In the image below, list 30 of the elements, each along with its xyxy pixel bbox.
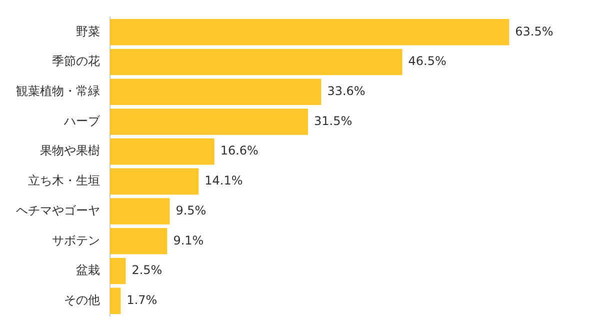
y-tick-label: その他 bbox=[64, 292, 100, 307]
bar bbox=[110, 108, 308, 135]
bar bbox=[110, 228, 168, 254]
bar bbox=[110, 18, 510, 46]
y-tick-label: ハーブ bbox=[63, 114, 101, 128]
data-label: 14.1% bbox=[204, 174, 243, 188]
data-label: 9.5% bbox=[176, 203, 206, 218]
y-tick-label: 季節の花 bbox=[52, 54, 100, 68]
bar bbox=[110, 288, 121, 314]
bar bbox=[110, 48, 402, 76]
data-label: 63.5% bbox=[515, 24, 554, 38]
y-tick-label: 盆栽 bbox=[76, 263, 100, 278]
data-label: 1.7% bbox=[126, 292, 158, 307]
data-label: 33.6% bbox=[327, 84, 366, 98]
data-label: 31.5% bbox=[314, 114, 352, 128]
bar bbox=[110, 78, 322, 105]
y-tick-label: 果物や果樹 bbox=[40, 144, 100, 158]
bar bbox=[110, 258, 126, 284]
data-label: 9.1% bbox=[173, 233, 204, 248]
bar bbox=[110, 138, 214, 165]
data-label: 2.5% bbox=[132, 263, 162, 278]
data-label: 46.5% bbox=[408, 54, 446, 68]
y-tick-label: ヘチマやゴーヤ bbox=[16, 203, 100, 218]
y-tick-label: 野菜 bbox=[76, 24, 100, 38]
y-tick-label: 立ち木・生垣 bbox=[28, 174, 100, 188]
bar bbox=[110, 168, 199, 195]
bar bbox=[110, 198, 170, 224]
y-tick-label: サボテン bbox=[52, 233, 100, 248]
data-label: 16.6% bbox=[220, 144, 258, 158]
y-tick-label: 観葉植物・常緑 bbox=[16, 84, 100, 98]
